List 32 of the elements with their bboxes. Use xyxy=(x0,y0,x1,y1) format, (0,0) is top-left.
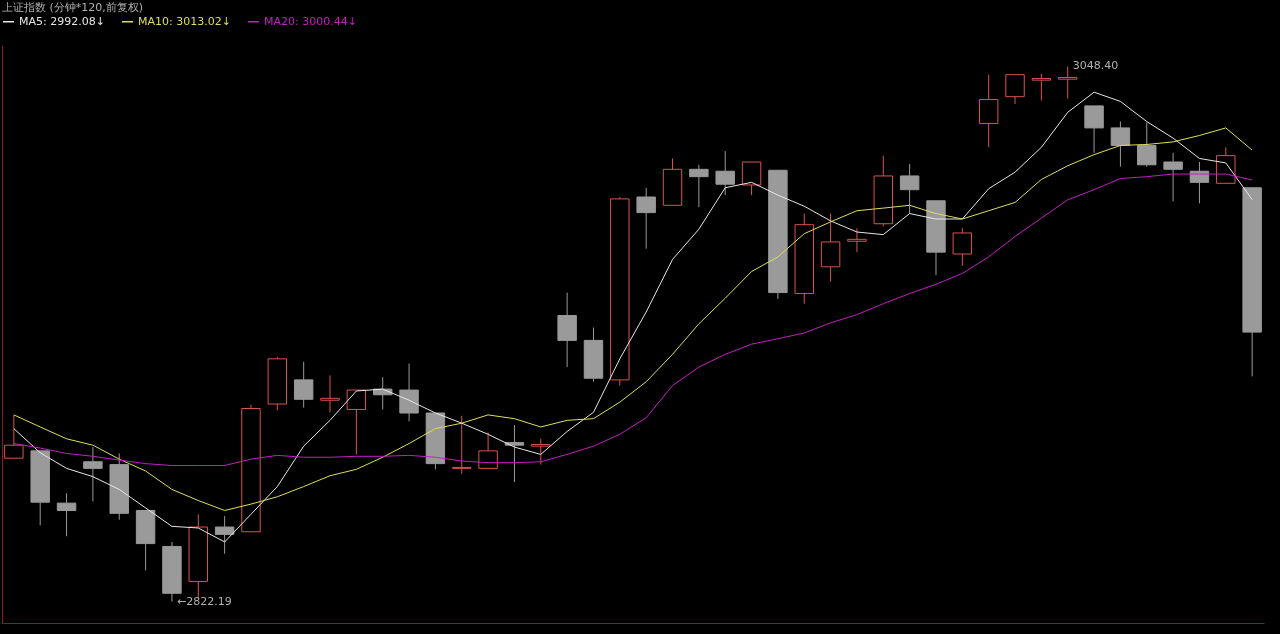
candlestick xyxy=(1110,121,1131,168)
legend-label: MA5: 2992.08↓ xyxy=(19,14,105,28)
candlestick xyxy=(847,227,867,253)
annotation: 3048.40 xyxy=(1072,59,1119,73)
candlestick xyxy=(504,424,525,483)
candlestick xyxy=(399,363,419,422)
candlestick xyxy=(4,414,24,459)
candlestick xyxy=(741,161,762,196)
candlestick xyxy=(452,415,472,475)
candlestick xyxy=(56,492,77,537)
chart-title: 上证指数 (分钟*120,前复权) xyxy=(2,1,144,14)
candlestick xyxy=(1163,152,1183,202)
candlestick xyxy=(978,74,999,148)
candlestick xyxy=(1031,73,1052,101)
candlestick xyxy=(346,389,367,455)
legend-label: MA10: 3013.02↓ xyxy=(138,14,231,28)
candlestick xyxy=(214,515,235,555)
candlestick xyxy=(715,150,735,196)
candlestick xyxy=(1137,121,1157,168)
candlestick xyxy=(899,163,920,215)
candlestick xyxy=(952,227,973,267)
candlestick xyxy=(1084,105,1104,154)
candlestick xyxy=(1005,74,1025,105)
annotation: ←2822.19 xyxy=(176,594,232,608)
candlestick xyxy=(689,164,709,208)
legend-label: MA20: 3000.44↓ xyxy=(264,14,357,28)
candlestick xyxy=(320,374,340,413)
candlestick xyxy=(293,361,314,409)
candlestick xyxy=(83,446,103,502)
candlestick xyxy=(636,187,656,250)
candlestick xyxy=(531,438,551,466)
candlestick xyxy=(478,431,498,469)
